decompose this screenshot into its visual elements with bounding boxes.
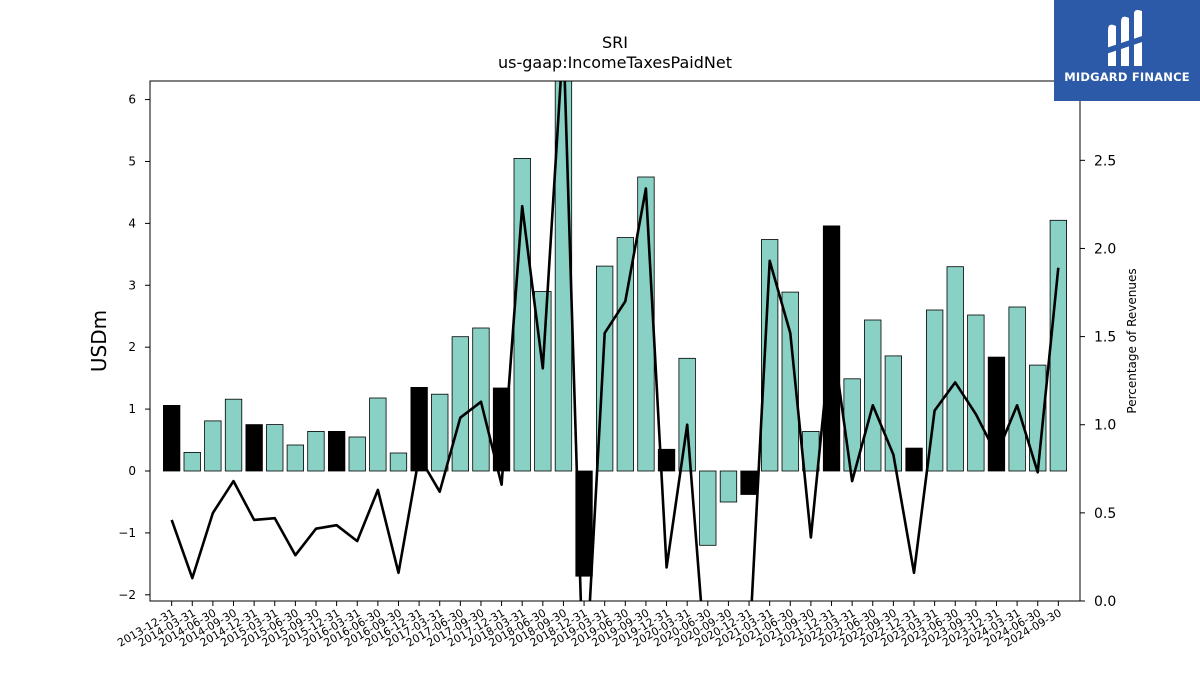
y2-tick-label: 0.5: [1094, 506, 1116, 522]
bar-series: [162, 80, 1067, 577]
y2-tick-label: 2.5: [1094, 153, 1116, 169]
bar: [781, 291, 799, 472]
bar: [410, 386, 428, 472]
bar: [183, 451, 201, 472]
bar: [451, 336, 470, 472]
bar: [369, 397, 387, 472]
chart-title: SRI: [602, 33, 628, 52]
chart-subtitle: us-gaap:IncomeTaxesPaidNet: [498, 53, 732, 72]
bar: [822, 225, 841, 472]
bar: [967, 314, 985, 472]
line-series: [170, 81, 1060, 601]
y2-tick-label: 1.0: [1094, 418, 1116, 434]
bar: [802, 430, 820, 472]
bar: [616, 237, 634, 472]
y2-axis-label: Percentage of Revenues: [1125, 268, 1139, 413]
bar: [699, 470, 717, 546]
y-tick-label: −2: [118, 588, 136, 602]
y-tick-label: 6: [128, 93, 136, 107]
bar: [224, 398, 243, 472]
bar: [431, 393, 449, 472]
y-axis-label: USDm: [87, 310, 111, 372]
bar: [245, 424, 263, 472]
bar: [678, 357, 696, 472]
bar: [926, 309, 944, 472]
bar: [389, 452, 408, 472]
bar: [761, 239, 779, 472]
midgard-logo-icon: [1106, 10, 1148, 67]
bar: [162, 404, 181, 472]
axes: −2−101234560.00.51.01.52.02.52013-12-312…: [115, 93, 1116, 650]
y-tick-label: 0: [128, 464, 136, 478]
y-tick-label: 3: [128, 278, 136, 292]
y-tick-label: 5: [128, 154, 136, 168]
y2-tick-label: 2.0: [1094, 241, 1116, 257]
bar: [266, 424, 284, 472]
bar: [1008, 306, 1026, 472]
bar: [307, 430, 325, 472]
bar: [286, 444, 305, 472]
logo-text: MIDGARD FINANCE: [1064, 70, 1190, 84]
y2-tick-label: 1.5: [1094, 330, 1116, 346]
bar: [864, 319, 882, 472]
bar: [204, 420, 222, 472]
y-tick-label: 1: [128, 402, 136, 416]
y2-tick-label: 0.0: [1094, 594, 1116, 610]
revenue-share-line: [170, 81, 1060, 601]
bar: [1049, 219, 1067, 472]
bar: [472, 327, 490, 472]
bar: [740, 470, 758, 495]
plot-frame: [149, 80, 1081, 602]
y-tick-label: 4: [128, 216, 136, 230]
y-tick-label: 2: [128, 340, 136, 354]
bar: [348, 436, 366, 472]
bar: [719, 470, 738, 503]
bar: [327, 430, 346, 472]
bar: [905, 447, 923, 472]
midgard-finance-logo: MIDGARD FINANCE: [1054, 0, 1200, 101]
bar: [946, 266, 964, 472]
bar: [657, 448, 676, 472]
y-tick-label: −1: [118, 526, 136, 540]
